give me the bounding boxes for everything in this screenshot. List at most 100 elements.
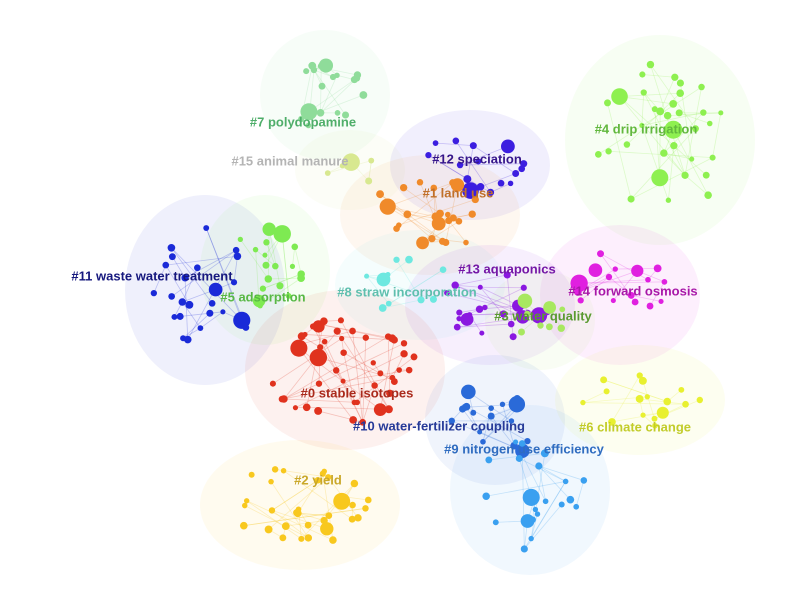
edge <box>382 269 444 309</box>
node <box>262 261 270 269</box>
node <box>340 378 346 384</box>
node <box>482 492 490 500</box>
edge <box>283 470 353 520</box>
edge <box>619 96 674 105</box>
node <box>259 285 267 292</box>
node <box>285 292 292 299</box>
node <box>545 323 553 331</box>
node <box>640 412 646 418</box>
edge <box>524 504 563 550</box>
edge <box>641 92 645 126</box>
cluster-area <box>425 355 565 485</box>
edge <box>598 86 702 155</box>
node <box>264 275 273 283</box>
node <box>353 71 362 79</box>
node <box>432 140 439 147</box>
node <box>456 315 462 322</box>
node <box>449 179 457 187</box>
node <box>276 282 284 290</box>
edge <box>308 77 357 112</box>
node <box>321 338 328 345</box>
node <box>445 216 453 225</box>
node <box>354 514 362 522</box>
edge <box>233 256 238 283</box>
cluster-area <box>540 225 700 365</box>
node <box>370 360 376 366</box>
node <box>515 443 530 459</box>
node <box>627 195 635 203</box>
node <box>248 471 255 478</box>
node <box>600 376 608 384</box>
node <box>477 429 483 435</box>
node <box>580 399 586 406</box>
edge <box>240 239 269 280</box>
edge <box>650 64 686 176</box>
node <box>405 366 413 374</box>
node <box>168 293 176 300</box>
node <box>364 273 370 279</box>
node <box>232 246 240 254</box>
node <box>396 222 402 228</box>
edge <box>431 238 467 243</box>
node <box>672 131 680 138</box>
edge <box>387 336 391 394</box>
node <box>660 149 668 157</box>
node <box>348 515 356 523</box>
node <box>400 340 408 347</box>
node <box>405 255 413 264</box>
node <box>197 325 204 331</box>
node <box>507 320 515 328</box>
edge <box>579 279 649 284</box>
edge <box>379 339 395 410</box>
node <box>379 198 396 215</box>
cluster-label: #4 drip irrigation <box>595 121 698 136</box>
edge <box>343 352 395 382</box>
edge <box>466 406 528 442</box>
node <box>314 477 321 484</box>
node <box>416 179 424 186</box>
edge <box>268 229 281 286</box>
node <box>429 295 437 303</box>
edge <box>317 323 395 341</box>
edge <box>435 142 474 147</box>
node <box>700 109 707 116</box>
edge <box>281 233 290 296</box>
node <box>293 509 301 517</box>
edge <box>271 510 309 539</box>
edge <box>392 353 405 378</box>
node <box>320 516 328 525</box>
node <box>230 279 238 286</box>
edge <box>181 301 201 329</box>
edge <box>255 249 276 267</box>
edge <box>469 313 520 316</box>
node <box>350 479 359 488</box>
edge <box>619 96 707 176</box>
edge <box>272 338 342 384</box>
node <box>636 372 643 379</box>
node <box>364 496 372 504</box>
node <box>390 336 398 344</box>
cluster-label: #6 climate change <box>579 419 691 434</box>
node <box>663 397 672 406</box>
node <box>341 111 350 119</box>
edge <box>462 408 480 433</box>
node <box>516 311 523 318</box>
edge <box>285 520 325 527</box>
cluster-label: #15 animal manure <box>231 153 348 168</box>
edge <box>243 507 366 527</box>
node <box>180 335 187 342</box>
edge <box>262 273 302 289</box>
edge <box>336 330 390 410</box>
node <box>528 535 534 542</box>
node <box>486 188 495 196</box>
node <box>612 266 618 272</box>
edge <box>362 385 376 423</box>
cluster-label: #13 aquaponics <box>458 261 556 276</box>
node <box>324 170 331 176</box>
nodes <box>150 58 724 553</box>
edge <box>271 510 327 530</box>
edge <box>448 220 467 243</box>
cluster-area <box>125 195 285 385</box>
cluster-label: #11 waste water treatment <box>71 268 233 283</box>
edge <box>667 112 721 117</box>
